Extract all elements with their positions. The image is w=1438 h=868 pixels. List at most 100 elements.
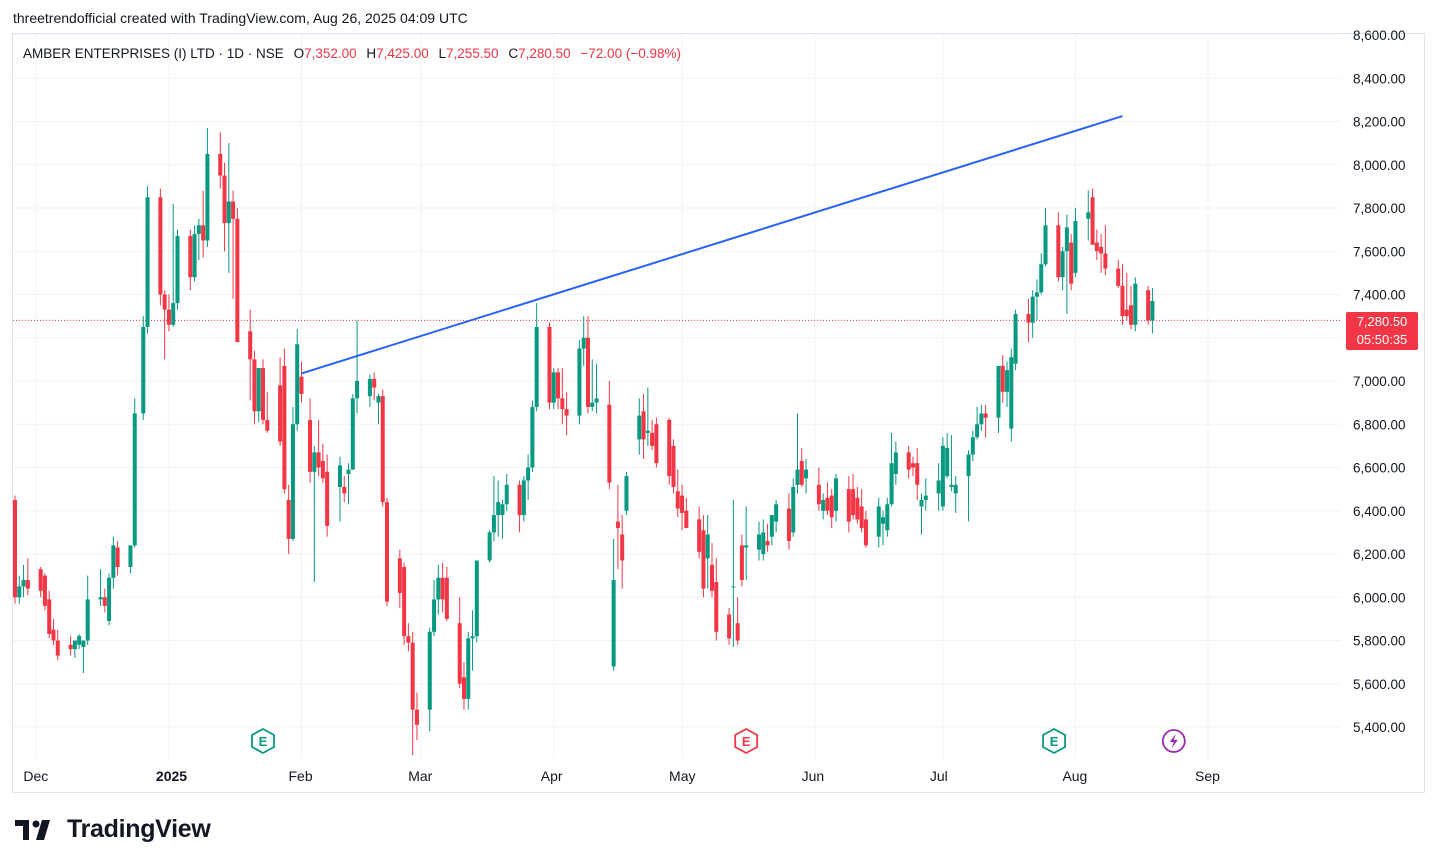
candle-body[interactable] xyxy=(1094,242,1099,252)
candle-body[interactable] xyxy=(380,396,385,503)
candle-body[interactable] xyxy=(42,575,47,606)
candle-body[interactable] xyxy=(496,502,501,516)
candle-body[interactable] xyxy=(397,558,402,593)
candle-body[interactable] xyxy=(1060,251,1065,278)
candle-body[interactable] xyxy=(739,545,744,580)
candle-body[interactable] xyxy=(607,404,612,483)
candle-body[interactable] xyxy=(47,599,52,635)
candle-body[interactable] xyxy=(457,623,462,684)
candle-body[interactable] xyxy=(175,236,180,304)
candle-body[interactable] xyxy=(1005,370,1010,392)
candle-body[interactable] xyxy=(55,640,60,656)
candle-body[interactable] xyxy=(919,499,924,507)
candle-body[interactable] xyxy=(440,577,445,600)
candle-body[interactable] xyxy=(1064,227,1069,252)
candle-body[interactable] xyxy=(72,640,77,650)
candle-body[interactable] xyxy=(526,467,531,481)
candle-body[interactable] xyxy=(709,564,714,591)
candle-body[interactable] xyxy=(855,497,860,520)
candle-body[interactable] xyxy=(320,461,325,479)
candle-body[interactable] xyxy=(98,597,103,600)
candle-body[interactable] xyxy=(697,519,702,552)
candle-body[interactable] xyxy=(436,577,441,600)
candle-body[interactable] xyxy=(17,586,22,598)
candle-body[interactable] xyxy=(355,381,360,399)
candle-body[interactable] xyxy=(410,642,415,710)
candle-body[interactable] xyxy=(466,638,471,699)
candle-body[interactable] xyxy=(1129,305,1134,325)
candle-body[interactable] xyxy=(162,294,167,310)
candle-body[interactable] xyxy=(645,430,650,433)
candle-body[interactable] xyxy=(577,348,582,416)
candle-body[interactable] xyxy=(1026,313,1031,323)
candle-body[interactable] xyxy=(1090,197,1095,245)
candle-body[interactable] xyxy=(77,636,82,645)
candle-body[interactable] xyxy=(385,502,390,602)
candle-body[interactable] xyxy=(624,476,629,511)
candle-body[interactable] xyxy=(295,344,300,425)
candle-body[interactable] xyxy=(893,452,898,474)
candle-body[interactable] xyxy=(51,629,56,641)
candle-body[interactable] xyxy=(218,153,223,176)
candle-body[interactable] xyxy=(799,461,804,485)
candle-body[interactable] xyxy=(278,385,283,442)
earnings-icon[interactable] xyxy=(251,727,275,755)
candle-body[interactable] xyxy=(560,398,565,410)
tradingview-brand[interactable]: TradingView xyxy=(15,815,211,844)
candle-body[interactable] xyxy=(851,489,856,516)
candle-body[interactable] xyxy=(667,419,672,477)
candle-body[interactable] xyxy=(367,378,372,397)
candle-body[interactable] xyxy=(432,599,437,632)
candle-body[interactable] xyxy=(226,201,231,224)
candle-body[interactable] xyxy=(299,376,304,394)
candle-body[interactable] xyxy=(979,413,984,425)
candle-body[interactable] xyxy=(286,499,291,539)
candle-body[interactable] xyxy=(158,197,163,295)
candle-body[interactable] xyxy=(731,586,736,588)
candle-body[interactable] xyxy=(308,419,313,472)
candle-body[interactable] xyxy=(761,532,766,554)
candle-body[interactable] xyxy=(252,359,257,412)
candle-body[interactable] xyxy=(885,504,890,531)
candle-body[interactable] xyxy=(983,413,988,418)
trendline[interactable] xyxy=(301,115,1123,375)
candle-body[interactable] xyxy=(261,368,266,420)
candle-body[interactable] xyxy=(128,545,133,567)
candle-body[interactable] xyxy=(1099,246,1104,254)
candle-body[interactable] xyxy=(248,331,253,360)
candle-body[interactable] xyxy=(504,484,509,505)
candle-body[interactable] xyxy=(859,506,864,529)
candle-body[interactable] xyxy=(876,506,881,537)
candle-body[interactable] xyxy=(620,534,625,561)
candle-body[interactable] xyxy=(786,508,791,542)
candle-body[interactable] xyxy=(996,365,1001,418)
candle-body[interactable] xyxy=(402,566,407,637)
candle-body[interactable] xyxy=(671,445,676,487)
candle-body[interactable] xyxy=(427,631,432,710)
candle-body[interactable] xyxy=(325,471,330,526)
candle-body[interactable] xyxy=(68,644,73,650)
candle-body[interactable] xyxy=(680,495,685,513)
candle-body[interactable] xyxy=(171,303,176,325)
candle-body[interactable] xyxy=(611,579,616,667)
candle-body[interactable] xyxy=(470,636,475,639)
candle-body[interactable] xyxy=(1039,264,1044,293)
candle-body[interactable] xyxy=(615,521,620,529)
candle-body[interactable] xyxy=(684,510,689,529)
candle-body[interactable] xyxy=(1124,309,1129,317)
candle-body[interactable] xyxy=(1043,225,1048,265)
candle-body[interactable] xyxy=(81,640,86,647)
candle-body[interactable] xyxy=(551,372,556,403)
candle-body[interactable] xyxy=(581,337,586,349)
candle-body[interactable] xyxy=(376,396,381,403)
candle-body[interactable] xyxy=(564,409,569,416)
candle-body[interactable] xyxy=(804,469,809,479)
candle-body[interactable] xyxy=(744,545,749,548)
candle-body[interactable] xyxy=(290,424,295,539)
candle-body[interactable] xyxy=(1030,296,1035,323)
candle-body[interactable] xyxy=(906,452,911,470)
candle-body[interactable] xyxy=(816,484,821,505)
candle-body[interactable] xyxy=(1056,225,1061,278)
candle-body[interactable] xyxy=(372,378,377,388)
candle-body[interactable] xyxy=(966,454,971,477)
